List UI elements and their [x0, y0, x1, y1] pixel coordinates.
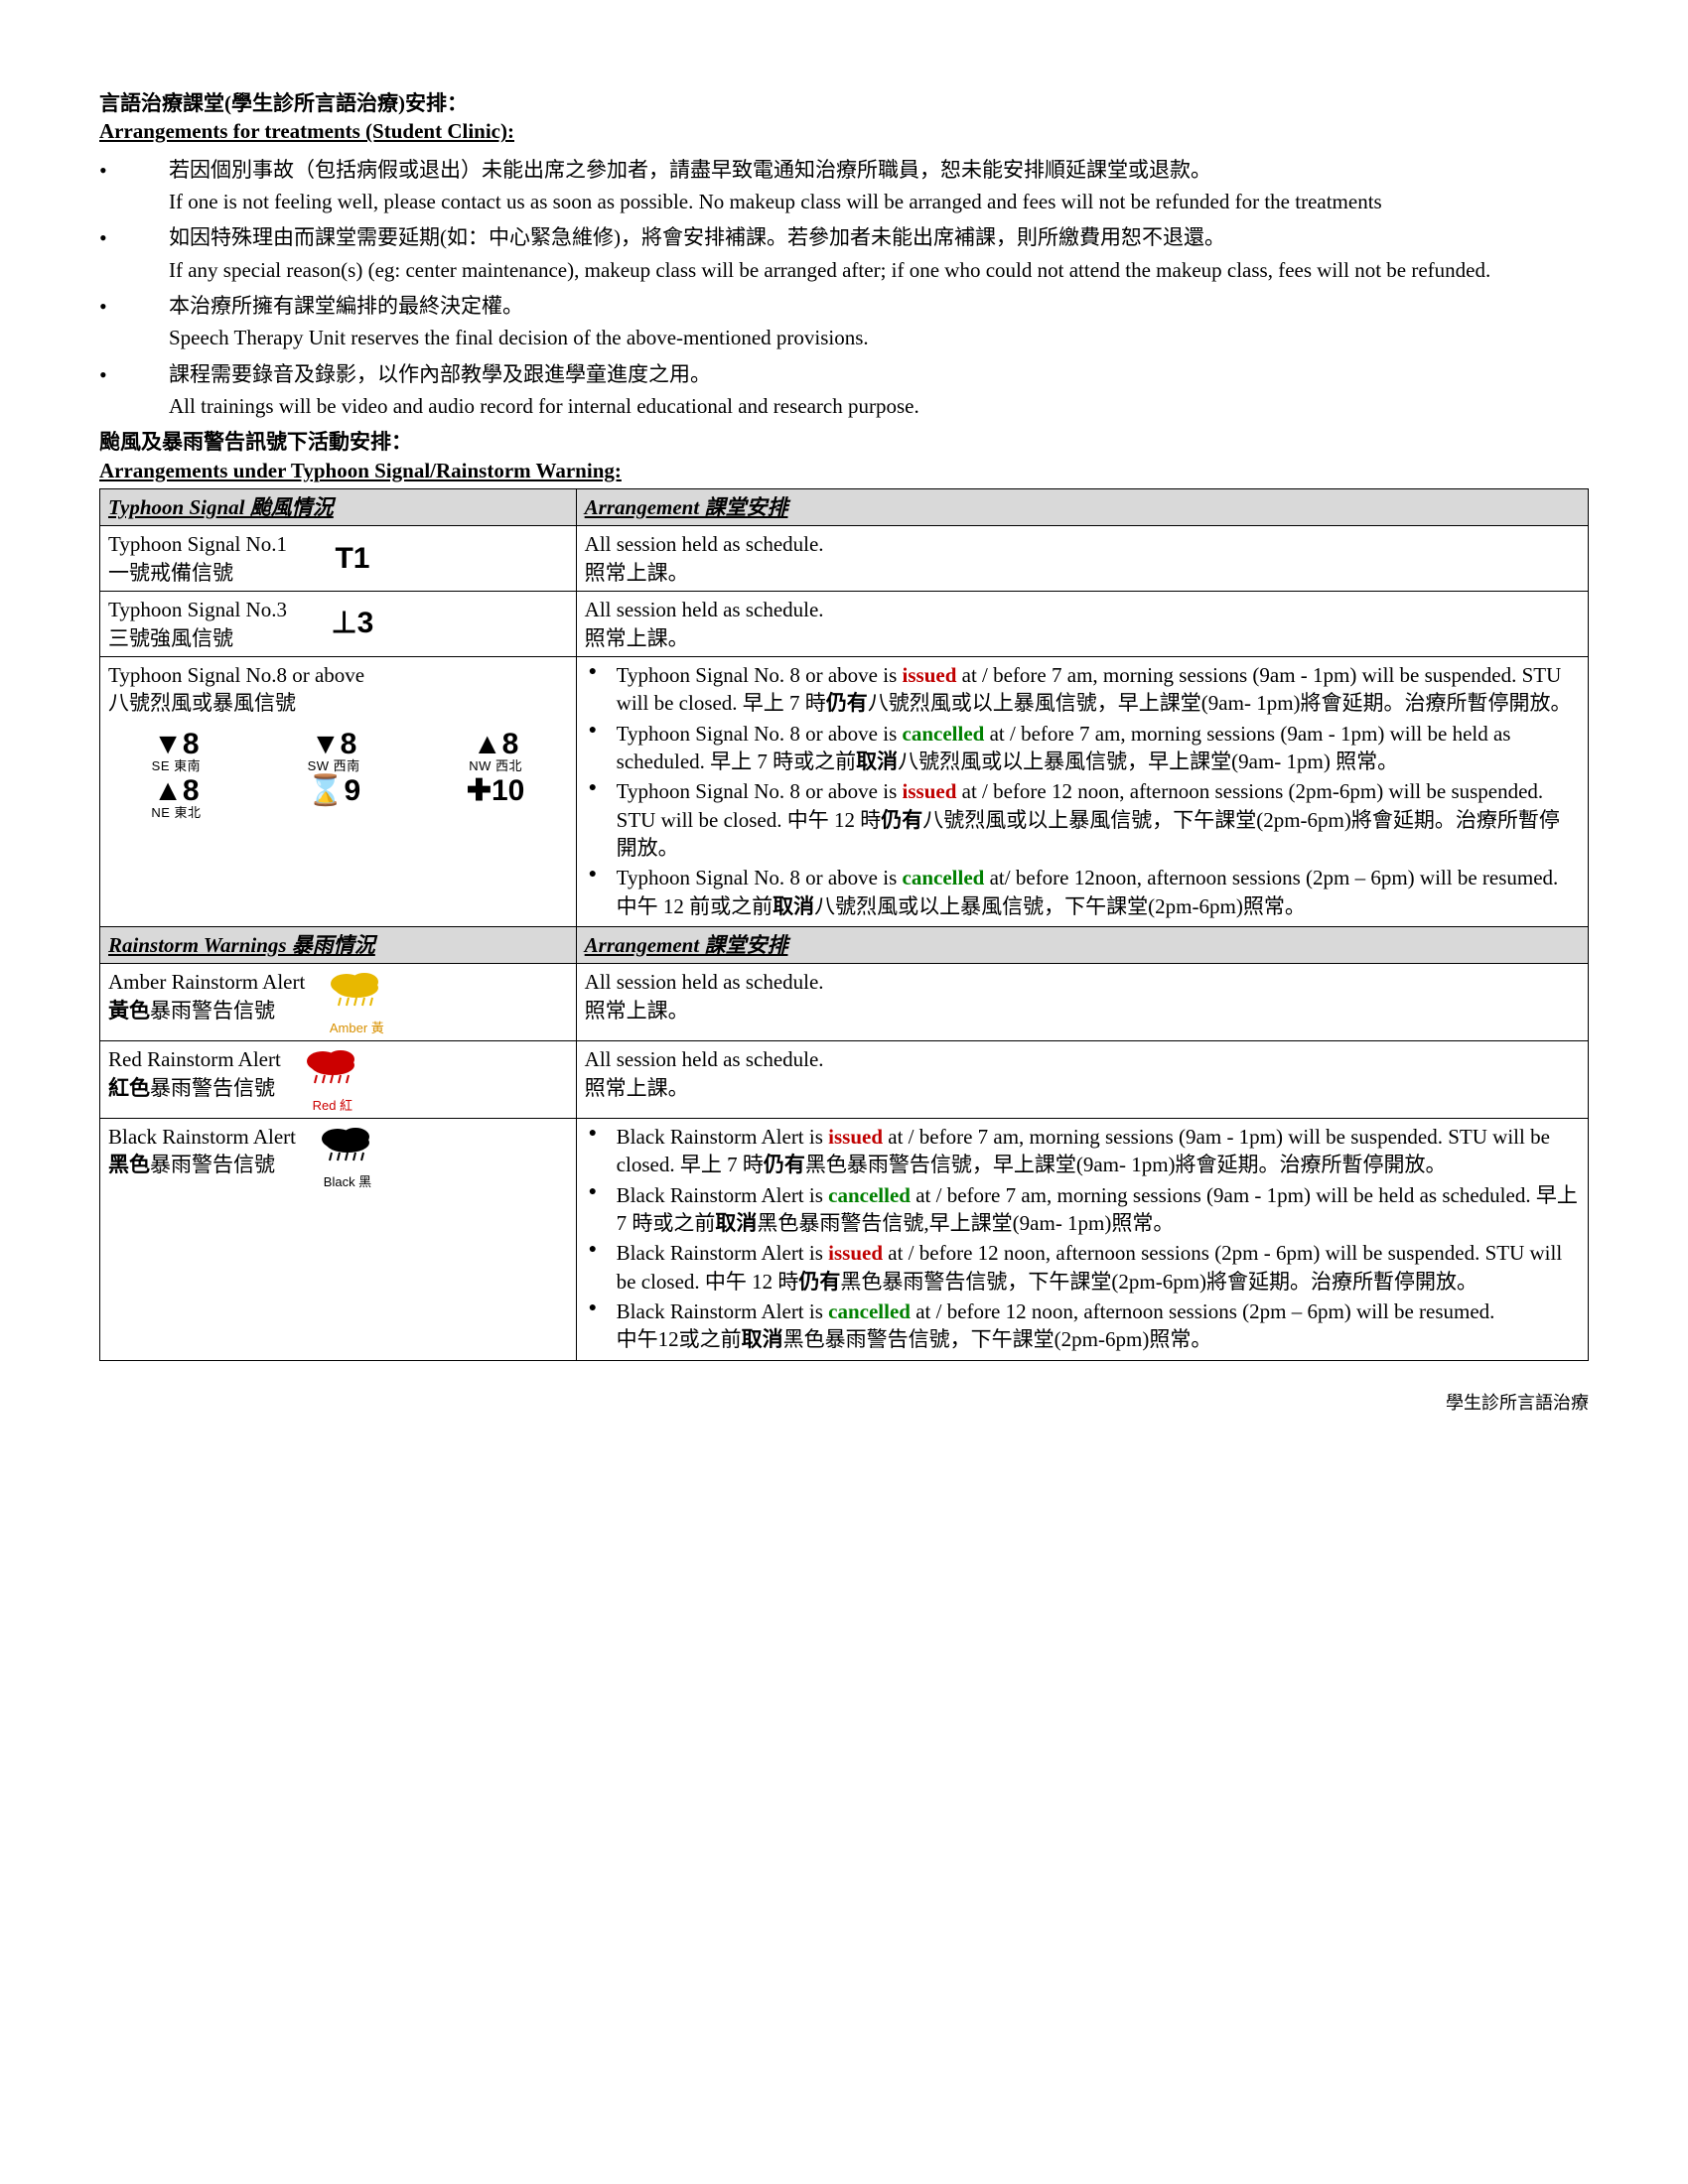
arrangement-item: Typhoon Signal No. 8 or above is issued … [585, 661, 1580, 718]
arrangement-item: Typhoon Signal No. 8 or above is issued … [585, 777, 1580, 862]
arrangement-item: Typhoon Signal No. 8 or above is cancell… [585, 864, 1580, 920]
t1-right: All session held as schedule. 照常上課。 [576, 526, 1588, 592]
typhoon-header-left: Typhoon Signal 颱風情況 [100, 489, 577, 526]
red-left: Red Rainstorm Alert紅色暴雨警告信號Red 紅 [100, 1041, 577, 1119]
treatment-bullet: 若因個別事故（包括病假或退出）未能出席之參加者，請盡早致電通知治療所職員，恕未能… [99, 156, 1589, 216]
t8-right: Typhoon Signal No. 8 or above is issued … [576, 656, 1588, 926]
arrangement-item: Black Rainstorm Alert is cancelled at / … [585, 1297, 1580, 1354]
rain-header-left: Rainstorm Warnings 暴雨情況 [100, 926, 577, 963]
page-title-en: Arrangements for treatments (Student Cli… [99, 117, 1589, 145]
rain-cloud-icon [316, 1123, 379, 1166]
t8-left: Typhoon Signal No.8 or above 八號烈風或暴風信號 ▼… [100, 656, 577, 926]
red-right: All session held as schedule. 照常上課。 [576, 1041, 1588, 1119]
section2-title-zh: 颱風及暴雨警告訊號下活動安排： [99, 428, 1589, 456]
arrangement-item: Black Rainstorm Alert is issued at / bef… [585, 1239, 1580, 1296]
t1-left: Typhoon Signal No.1 一號戒備信號 T1 [100, 526, 577, 592]
arrangement-item: Black Rainstorm Alert is cancelled at / … [585, 1181, 1580, 1238]
page-title-zh: 言語治療課堂(學生診所言語治療)安排： [99, 89, 1589, 117]
warning-arrangement-table: Typhoon Signal 颱風情況 Arrangement 課堂安排 Typ… [99, 488, 1589, 1361]
treatment-bullet-list: 若因個別事故（包括病假或退出）未能出席之參加者，請盡早致電通知治療所職員，恕未能… [99, 156, 1589, 421]
section2-title-en: Arrangements under Typhoon Signal/Rainst… [99, 457, 1589, 484]
footer-text: 學生診所言語治療 [99, 1391, 1589, 1415]
t8-icons-grid: ▼8SE 東南▼8SW 西南▲8NW 西北▲8NE 東北⌛9✚10 [108, 730, 568, 819]
arrangement-item: Black Rainstorm Alert is issued at / bef… [585, 1123, 1580, 1179]
typhoon-header-right: Arrangement 課堂安排 [576, 489, 1588, 526]
treatment-bullet: 本治療所擁有課堂編排的最終決定權。Speech Therapy Unit res… [99, 292, 1589, 352]
black-left: Black Rainstorm Alert黑色暴雨警告信號Black 黑 [100, 1119, 577, 1361]
t3-left: Typhoon Signal No.3 三號強風信號 ⊥3 [100, 592, 577, 657]
amber-right: All session held as schedule. 照常上課。 [576, 964, 1588, 1041]
t3-icon: ⊥3 [327, 604, 378, 644]
rain-cloud-icon [325, 968, 388, 1012]
t3-right: All session held as schedule. 照常上課。 [576, 592, 1588, 657]
arrangement-item: Typhoon Signal No. 8 or above is cancell… [585, 720, 1580, 776]
rain-cloud-icon [301, 1045, 364, 1089]
black-right: Black Rainstorm Alert is issued at / bef… [576, 1119, 1588, 1361]
t1-icon: T1 [327, 539, 378, 580]
rain-header-right: Arrangement 課堂安排 [576, 926, 1588, 963]
amber-left: Amber Rainstorm Alert黃色暴雨警告信號Amber 黃 [100, 964, 577, 1041]
treatment-bullet: 如因特殊理由而課堂需要延期(如：中心緊急維修)，將會安排補課。若參加者未能出席補… [99, 223, 1589, 284]
treatment-bullet: 課程需要錄音及錄影，以作內部教學及跟進學童進度之用。All trainings … [99, 360, 1589, 421]
